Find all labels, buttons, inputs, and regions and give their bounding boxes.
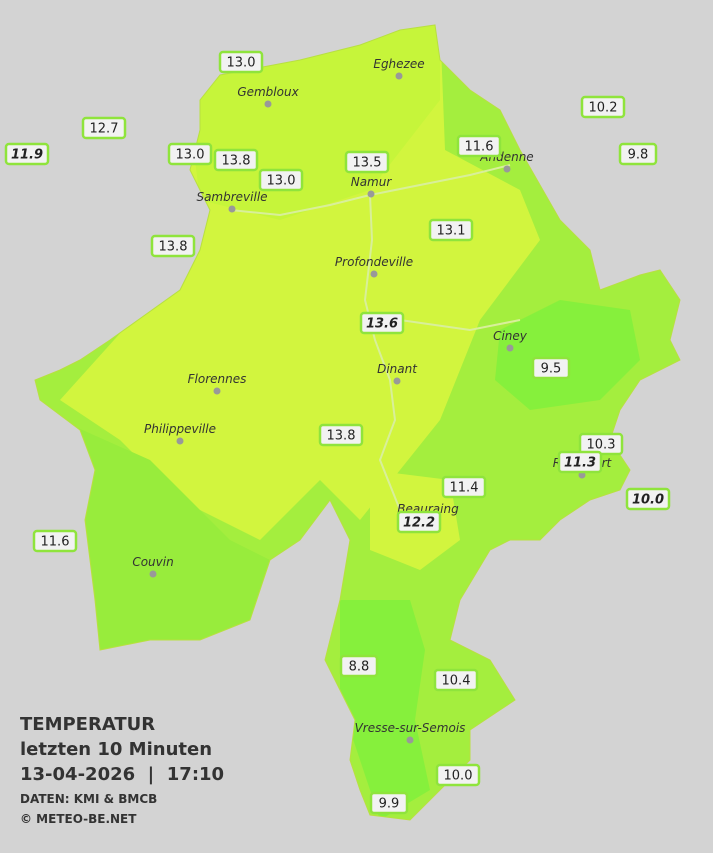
city-dot [393, 377, 401, 385]
station-value: 13.6 [366, 317, 398, 332]
station-value: 13.8 [327, 429, 356, 444]
station-box [396, 510, 442, 534]
city-label: Couvin [132, 555, 173, 569]
city-label: Eghezee [373, 57, 424, 71]
city-label: Florennes [188, 372, 247, 386]
station-value: 9.9 [379, 797, 400, 812]
cities: EghezeeGemblouxAndenneNamurSambrevillePr… [132, 57, 613, 744]
city-label: Vresse-sur-Semois [355, 721, 466, 735]
city-dot [213, 387, 221, 395]
station-box [580, 95, 626, 119]
stations: 13.0 12.7 11.9 13.0 13.8 13.0 13.5 11.6 10.2 9.8 1… [4, 50, 671, 815]
city-label: Gembloux [237, 85, 299, 99]
station-value: 13.8 [159, 240, 188, 255]
station-value: 13.8 [222, 154, 251, 169]
station-box [441, 475, 487, 499]
city-dot [367, 190, 375, 198]
station-value: 9.8 [628, 148, 649, 163]
station-box [32, 529, 78, 553]
city-dot [176, 437, 184, 445]
legend: TEMPERATUR letzten 10 Minuten 13-04-2026… [20, 714, 224, 826]
station-value: 13.1 [437, 224, 466, 239]
station-value: 9.5 [541, 362, 562, 377]
city-label: Profondeville [335, 255, 413, 269]
city-dot [264, 100, 272, 108]
title: TEMPERATUR [20, 714, 155, 735]
station-value: 13.0 [176, 148, 205, 163]
station-value: 10.2 [589, 101, 618, 116]
station-box [213, 148, 259, 172]
station-box [218, 50, 264, 74]
city-label: Ciney [493, 329, 528, 343]
station-box [258, 168, 304, 192]
station-value: 10.4 [442, 674, 471, 689]
station-value: 13.0 [267, 174, 296, 189]
station-box [625, 487, 671, 511]
station-box [369, 791, 409, 815]
city-dot [503, 165, 511, 173]
copyright: © METEO-BE.NET [20, 812, 137, 826]
station-box [339, 654, 379, 678]
city-label: Dinant [377, 362, 418, 376]
city-dot [370, 270, 378, 278]
station-box [359, 311, 405, 335]
station-value: 10.0 [632, 493, 664, 508]
station-box [456, 134, 502, 158]
station-box [428, 218, 474, 242]
station-box [618, 142, 658, 166]
city-label: Sambreville [196, 190, 267, 204]
city-label: Namur [351, 175, 393, 189]
city-dot [406, 736, 414, 744]
station-value: 11.9 [11, 148, 43, 163]
station-box [531, 356, 571, 380]
station-box [150, 234, 196, 258]
station-box [344, 150, 390, 174]
station-box [318, 423, 364, 447]
city-dot [506, 344, 514, 352]
station-value: 11.4 [450, 481, 479, 496]
zone [60, 25, 540, 540]
station-box [167, 142, 213, 166]
station-box [4, 142, 50, 166]
station-box [557, 450, 603, 474]
station-value: 10.0 [444, 769, 473, 784]
datetime: 13-04-2026 | 17:10 [20, 764, 224, 785]
source: DATEN: KMI & BMCB [20, 792, 157, 806]
city-dot [228, 205, 236, 213]
station-box [433, 668, 479, 692]
station-value: 12.7 [90, 122, 119, 137]
station-value: 11.6 [41, 535, 70, 550]
station-value: 13.5 [353, 156, 382, 171]
station-value: 11.3 [564, 456, 596, 471]
station-box [81, 116, 127, 140]
station-value: 8.8 [349, 660, 370, 675]
zone [60, 420, 270, 660]
station-value: 10.3 [587, 438, 616, 453]
station-value: 12.2 [403, 516, 435, 531]
city-dot [149, 570, 157, 578]
city-label: Philippeville [144, 422, 216, 436]
station-box [435, 763, 481, 787]
station-value: 11.6 [465, 140, 494, 155]
station-value: 13.0 [227, 56, 256, 71]
subtitle: letzten 10 Minuten [20, 739, 212, 760]
zone [495, 300, 640, 410]
city-dot [395, 72, 403, 80]
